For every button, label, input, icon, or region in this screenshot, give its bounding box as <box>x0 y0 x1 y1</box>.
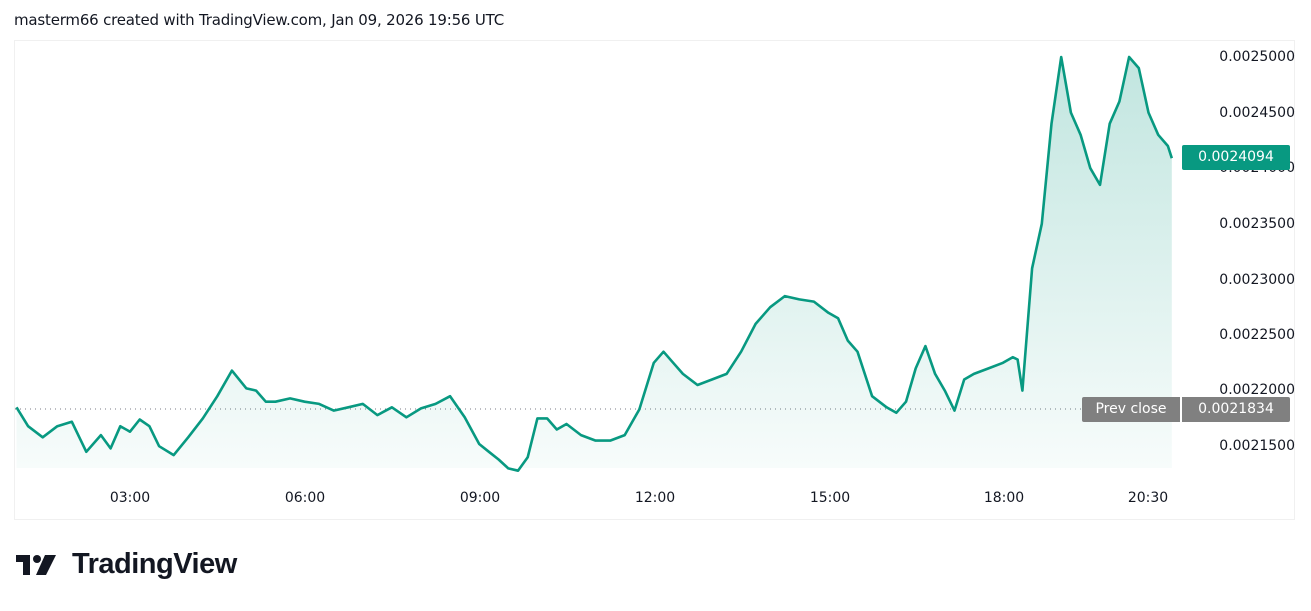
tradingview-logo[interactable]: TradingView <box>16 548 237 581</box>
tradingview-logo-icon <box>16 554 56 575</box>
prev-close-value: 0.0021834 <box>1182 397 1290 422</box>
y-tick-label: 0.0022500 <box>1219 327 1295 343</box>
x-tick-label: 06:00 <box>284 490 326 506</box>
chart-caption: masterm66 created with TradingView.com, … <box>14 11 504 29</box>
y-tick-label: 0.0023500 <box>1219 216 1295 232</box>
x-tick-label: 09:00 <box>459 490 501 506</box>
y-tick-label: 0.0023000 <box>1219 272 1295 288</box>
x-tick-label: 12:00 <box>634 490 676 506</box>
x-tick-label: 18:00 <box>983 490 1025 506</box>
y-tick-label: 0.0025000 <box>1219 49 1295 65</box>
price-area-fill <box>16 57 1172 471</box>
x-tick-label: 15:00 <box>809 490 851 506</box>
prev-close-label: Prev close <box>1082 397 1180 422</box>
last-price-badge: 0.0024094 <box>1182 145 1290 170</box>
x-tick-label: 20:30 <box>1127 490 1169 506</box>
y-tick-label: 0.0022000 <box>1219 382 1295 398</box>
price-line <box>15 55 1174 472</box>
y-tick-label: 0.0024500 <box>1219 105 1295 121</box>
logo-text: TradingView <box>72 548 237 580</box>
x-tick-label: 03:00 <box>109 490 151 506</box>
y-tick-label: 0.0021500 <box>1219 438 1295 454</box>
